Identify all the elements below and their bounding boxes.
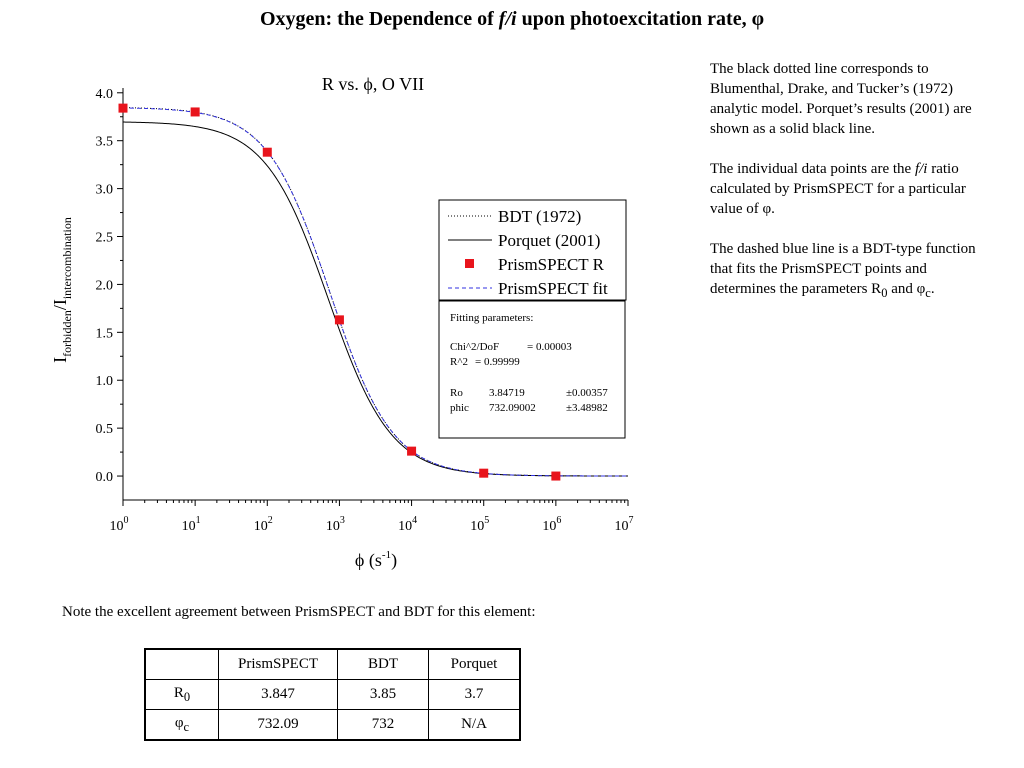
data-point <box>262 147 272 157</box>
y-tick-label: 0.0 <box>96 470 114 485</box>
fit-box-heading: Fitting parameters: <box>450 312 533 324</box>
legend-box <box>438 199 627 301</box>
x-tick-label: 104 <box>398 515 417 534</box>
y-ticks: 0.0 0.5 1.0 1.5 2.0 2.5 3.0 3.5 4.0 <box>96 87 123 485</box>
page-title: Oxygen: the Dependence of f/i upon photo… <box>259 8 765 30</box>
table-header-row: PrismSPECT BDT Porquet <box>144 648 521 680</box>
table-cell: 3.7 <box>428 679 521 710</box>
table-cell: 732.09 <box>218 709 338 741</box>
chart-title: R vs. ϕ, O VII <box>322 74 424 94</box>
fit-phic-label: phic <box>450 402 469 414</box>
table-header-cell: BDT <box>337 648 429 680</box>
data-point <box>407 446 417 456</box>
y-tick-label: 0.5 <box>96 422 114 437</box>
fit-ro-label: Ro <box>450 387 463 399</box>
table-header-cell: Porquet <box>428 648 521 680</box>
legend-label-porquet: Porquet (2001) <box>498 231 600 250</box>
series-line <box>122 121 628 477</box>
table-cell: 3.85 <box>337 679 429 710</box>
fit-r2-label: R^2 <box>450 356 468 368</box>
fit-phic-value: 732.09002 <box>489 402 536 414</box>
legend: BDT (1972) Porquet (2001) PrismSPECT R P… <box>438 199 627 301</box>
x-tick-label: 103 <box>326 515 345 534</box>
x-tick-label: 105 <box>470 515 489 534</box>
fit-r2-value: = 0.99999 <box>475 356 520 368</box>
x-tick-label: 100 <box>110 515 129 534</box>
table-row-label: φc <box>144 709 219 741</box>
y-tick-label: 3.0 <box>96 183 114 198</box>
table-header-cell: PrismSPECT <box>218 648 338 680</box>
x-axis-label: ϕ (s-1) <box>355 549 397 571</box>
table-row: φc 732.09 732 N/A <box>144 709 521 741</box>
table-row: R0 3.847 3.85 3.7 <box>144 679 521 710</box>
x-tick-label: 102 <box>254 515 273 534</box>
data-point <box>334 315 344 325</box>
fit-chi2-value: = 0.00003 <box>527 341 572 353</box>
y-axis-label: Iforbidden/Iintercombination <box>50 217 74 363</box>
table-cell: 732 <box>337 709 429 741</box>
x-tick-label: 107 <box>615 515 634 534</box>
x-tick-label: 101 <box>182 515 201 534</box>
legend-label-fit: PrismSPECT fit <box>498 279 608 298</box>
table-row-label: R0 <box>144 679 219 710</box>
data-point <box>118 103 128 113</box>
comparison-table: PrismSPECT BDT Porquet R0 3.847 3.85 3.7… <box>144 648 521 741</box>
y-tick-label: 2.0 <box>96 278 114 293</box>
table-cell: N/A <box>428 709 521 741</box>
y-tick-label: 1.5 <box>96 326 114 341</box>
data-point <box>551 471 561 481</box>
agreement-note: Note the excellent agreement between Pri… <box>62 604 536 620</box>
table-header-cell <box>144 648 219 680</box>
fit-chi2-label: Chi^2/DoF <box>450 341 499 353</box>
x-ticks: 100 101 102 103 104 105 106 107 <box>110 500 634 534</box>
fit-box-frame <box>438 300 626 439</box>
x-tick-label: 106 <box>542 515 561 534</box>
series-layer <box>118 103 628 481</box>
legend-swatch-points <box>465 259 474 268</box>
note-paragraph-1: The black dotted line corresponds to Blu… <box>710 61 972 137</box>
side-notes: The black dotted line corresponds to Blu… <box>710 59 980 323</box>
y-tick-label: 3.5 <box>96 135 114 150</box>
ratio-label: f/i <box>498 8 517 30</box>
chart: R vs. ϕ, O VII 0.0 0.5 1.0 1.5 2.0 2.5 3.0 3.5 4… <box>50 74 634 571</box>
fit-ro-error: ±0.00357 <box>566 387 608 399</box>
fit-ro-value: 3.84719 <box>489 387 525 399</box>
fit-phic-error: ±3.48982 <box>566 402 608 414</box>
series-line <box>122 107 628 477</box>
legend-label-bdt: BDT (1972) <box>498 207 581 226</box>
y-tick-label: 4.0 <box>96 87 114 102</box>
y-tick-label: 1.0 <box>96 374 114 389</box>
note-paragraph-3: The dashed blue line is a BDT-type funct… <box>710 241 976 300</box>
fit-parameters-box: Fitting parameters: Chi^2/DoF = 0.00003 … <box>438 300 626 439</box>
note-paragraph-2: The individual data points are the f/i r… <box>710 161 966 217</box>
data-point <box>190 107 200 117</box>
legend-label-points: PrismSPECT R <box>498 255 605 274</box>
y-tick-label: 2.5 <box>96 231 114 246</box>
data-point <box>479 468 489 478</box>
table-cell: 3.847 <box>218 679 338 710</box>
